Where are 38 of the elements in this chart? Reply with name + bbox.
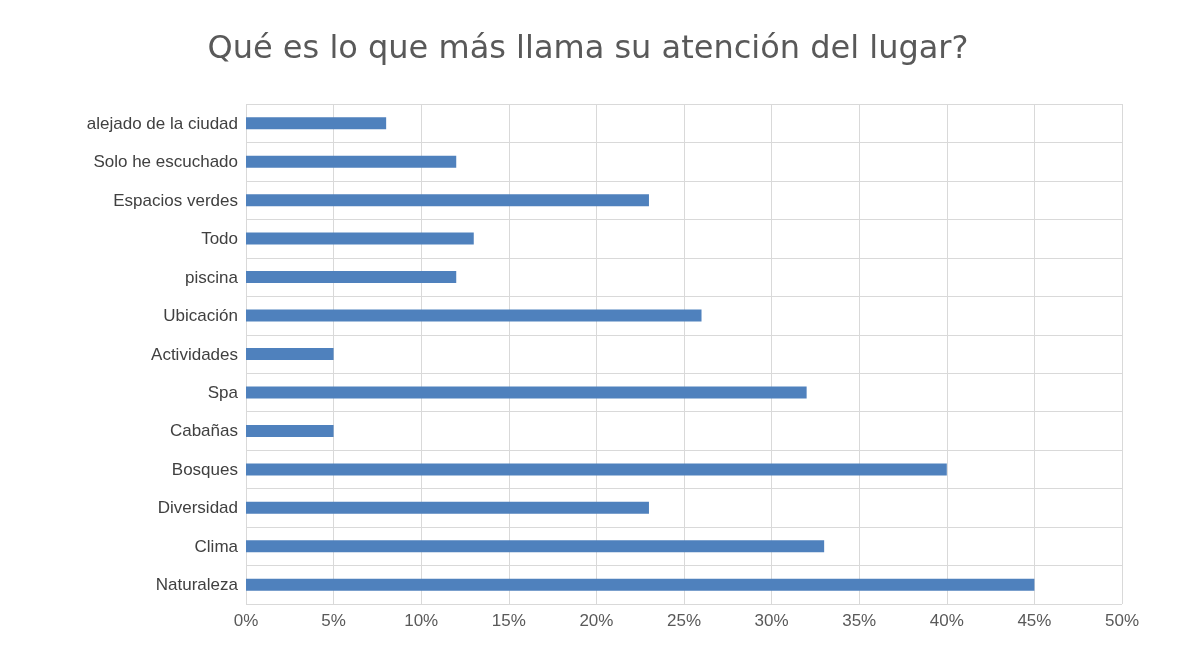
bar <box>246 232 474 245</box>
y-tick-label: Naturaleza <box>155 575 239 595</box>
y-tick-label: Ubicación <box>163 306 238 326</box>
x-tick-label: 50% <box>1104 611 1140 630</box>
bar <box>246 155 457 168</box>
x-tick-label: 35% <box>842 611 877 630</box>
y-tick-label: Cabañas <box>169 421 238 441</box>
bar <box>246 540 825 553</box>
y-tick-label: Todo <box>201 229 238 249</box>
y-tick-label: Espacios verdes <box>113 190 238 210</box>
bar <box>246 424 334 437</box>
y-tick-label: piscina <box>185 267 239 287</box>
chart-title: Qué es lo que más llama su atención del lugar? <box>207 28 969 66</box>
x-tick-label: 15% <box>491 611 526 630</box>
bar <box>246 386 807 399</box>
y-tick-label: alejado de la ciudad <box>86 113 238 133</box>
y-tick-label: Bosques <box>171 459 238 479</box>
y-tick-label: Clima <box>194 536 239 556</box>
bar <box>246 501 649 514</box>
y-tick-label: Actividades <box>151 344 238 364</box>
bar <box>246 271 457 284</box>
x-tick-label: 5% <box>321 611 346 630</box>
bar <box>246 117 387 130</box>
bar <box>246 309 702 322</box>
x-tick-label: 45% <box>1017 611 1052 630</box>
y-tick-label: Solo he escuchado <box>93 152 238 172</box>
x-tick-label: 10% <box>404 611 439 630</box>
x-tick-label: 30% <box>754 611 789 630</box>
y-tick-label: Spa <box>207 382 239 402</box>
x-tick-label: 40% <box>929 611 964 630</box>
x-tick-label: 20% <box>579 611 614 630</box>
x-tick-label: 0% <box>233 611 259 630</box>
bar <box>246 194 649 207</box>
bar <box>246 463 947 476</box>
y-tick-label: Diversidad <box>157 498 238 518</box>
bar <box>246 578 1035 591</box>
bar <box>246 348 334 360</box>
x-tick-label: 25% <box>666 611 702 630</box>
